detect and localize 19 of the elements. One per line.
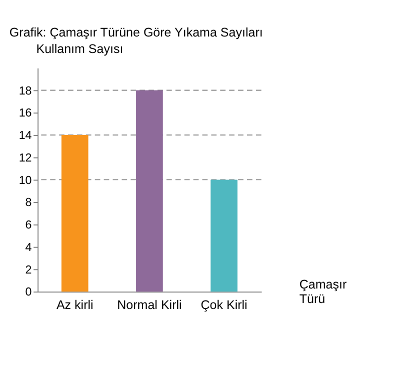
chart-title: Grafik: Çamaşır Türüne Göre Yıkama Sayıları <box>9 26 263 40</box>
bar <box>61 134 88 292</box>
y-tick-label: 0 <box>25 286 32 299</box>
x-tick-label: Az kirli <box>56 298 94 312</box>
y-axis-title: Kullanım Sayısı <box>36 42 124 56</box>
y-tick-label: 6 <box>25 218 32 232</box>
y-tick-label: 10 <box>18 174 32 187</box>
bar <box>210 180 238 292</box>
x-tick-label: Çok Kirli <box>200 298 248 312</box>
y-tick-label: 2 <box>25 263 32 276</box>
y-tick-label: 4 <box>25 240 32 254</box>
x-axis-title: Çamaşır Türü <box>299 277 347 306</box>
y-tick-label: 12 <box>18 151 32 164</box>
bar <box>136 90 163 292</box>
y-tick-label: 14 <box>18 129 32 142</box>
x-tick-label: Normal Kirli <box>117 298 182 312</box>
y-tick-label: 8 <box>25 196 32 210</box>
y-tick-label: 18 <box>18 84 32 98</box>
y-tick-label: 16 <box>18 106 32 120</box>
